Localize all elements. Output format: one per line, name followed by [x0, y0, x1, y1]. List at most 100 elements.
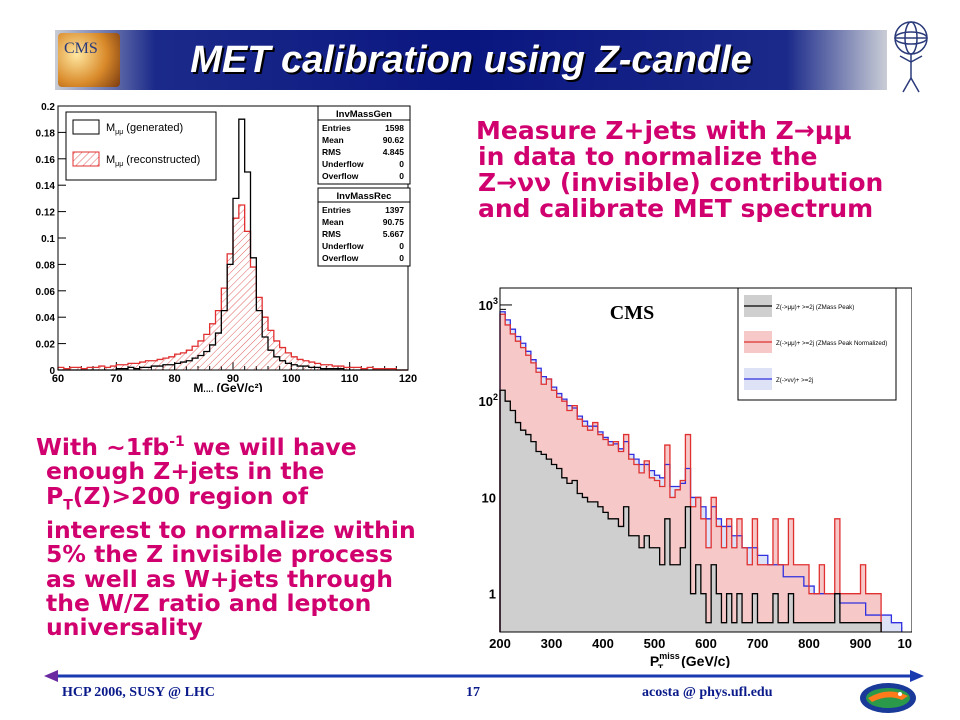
- y-tick-label: 0.08: [36, 260, 56, 271]
- x-tick-label: 70: [110, 373, 122, 385]
- stats-value: 0: [399, 253, 404, 263]
- y-tick-label: 0.06: [36, 287, 56, 298]
- y-tick-label: 0.14: [36, 181, 56, 192]
- stats-title-reconstructed: InvMassRec: [337, 191, 392, 202]
- y-tick-label: 0.18: [36, 128, 56, 139]
- stats-key: Entries: [322, 123, 351, 133]
- legend-swatch-generated: [72, 119, 100, 135]
- mass-histogram-chart: 60 70 80 90 100 110 120 0 0.02 0.04 0.06 0.08 0.1 0.1…: [28, 100, 420, 392]
- x-tick-label: 110: [341, 373, 359, 385]
- y-tick-label: 0.12: [36, 208, 56, 219]
- footer-left: HCP 2006, SUSY @ LHC: [62, 685, 215, 700]
- x-tick-label: 200: [489, 636, 511, 651]
- stats-key: Overflow: [322, 253, 359, 263]
- legend-label-generated: Mμμ (generated): [106, 122, 183, 136]
- x-tick-label: 400: [592, 636, 614, 651]
- y-tick-label: 0.16: [36, 155, 56, 166]
- gator-logo-icon: [860, 683, 916, 713]
- legend: Z(->μμ)+ >=2j (ZMass Peak) Z(->μμ)+ >=2j…: [737, 287, 897, 401]
- x-tick-label: 300: [541, 636, 563, 651]
- x-tick-label: 90: [227, 373, 239, 385]
- left-text-fragment: With ~1fb: [36, 432, 170, 461]
- stats-value: 4.845: [383, 147, 405, 157]
- stats-value: 5.667: [383, 229, 405, 239]
- right-text-line: Measure Z+jets with Z→μμ: [476, 116, 852, 145]
- x-axis-label: Mμμ (GeV/c²): [193, 381, 262, 392]
- stats-key: Mean: [322, 217, 344, 227]
- zmumu-peak-line: [499, 389, 882, 632]
- legend-label-peak: Z(->μμ)+ >=2j (ZMass Peak): [776, 304, 854, 311]
- left-text-line: the W/Z ratio and lepton: [46, 588, 372, 617]
- legend-label-znunu: Z(->νν)+ >=2j: [776, 377, 813, 384]
- left-text-line: With ~1fb-1 we will have: [30, 430, 490, 459]
- left-text-subscript: T: [63, 497, 73, 514]
- legend-label-normalized: Z(->μμ)+ >=2j (ZMass Peak Normalized): [776, 340, 887, 347]
- y-tick-label: 0: [49, 366, 55, 377]
- generated-hist-line: [58, 118, 408, 371]
- stats-value: 1397: [385, 205, 404, 215]
- plot-frame: [499, 287, 912, 633]
- stats-key: Underflow: [322, 159, 364, 169]
- reconstructed-hist-fill: [58, 205, 408, 370]
- stats-box-reconstructed: InvMassRec Entries 1397 Mean 90.75 RMS 5…: [317, 187, 411, 267]
- x-tick-label: 1000: [898, 636, 912, 651]
- x-tick-label: 120: [399, 373, 417, 385]
- left-text-line: PT(Z)>200 region of: [30, 481, 490, 518]
- footer-arrow-line: [44, 670, 924, 682]
- stats-value: 90.75: [383, 217, 405, 227]
- physics-figure-icon: [894, 21, 928, 93]
- right-text-line: and calibrate MET spectrum: [478, 194, 874, 223]
- stats-key: Mean: [322, 135, 344, 145]
- x-tick-label: 600: [695, 636, 717, 651]
- stats-key: RMS: [322, 229, 341, 239]
- zmumu-normalized-line: [499, 313, 882, 632]
- stats-key: Overflow: [322, 171, 359, 181]
- page-number: 17: [466, 685, 480, 700]
- left-text-line: interest to normalize within: [46, 515, 416, 544]
- cms-logo: [58, 33, 120, 87]
- left-text-line: universality: [46, 613, 203, 642]
- left-text-fragment: (Z)>200 region of: [72, 481, 309, 510]
- stats-key: Underflow: [322, 241, 364, 251]
- left-text-fragment: P: [46, 481, 64, 510]
- x-tick-label: 80: [169, 373, 181, 385]
- left-text-line: 5% the Z invisible process: [46, 540, 393, 569]
- y-tick-label: 103: [479, 296, 498, 313]
- stats-value: 0: [399, 241, 404, 251]
- chart-title: CMS: [610, 302, 654, 324]
- title-bar: [55, 30, 887, 90]
- x-tick-label: 700: [747, 636, 769, 651]
- x-tick-label: 800: [798, 636, 820, 651]
- y-tick-label: 1: [489, 587, 496, 602]
- left-text-fragment: we will have: [184, 432, 357, 461]
- right-text-block: Measure Z+jets with Z→μμ in data to norm…: [460, 118, 930, 222]
- y-tick-label: 0.04: [36, 313, 56, 324]
- legend-label-reconstructed: Mμμ (reconstructed): [106, 154, 200, 168]
- stats-key: Entries: [322, 205, 351, 215]
- stats-title-generated: InvMassGen: [336, 109, 392, 120]
- y-tick-label: 0.02: [36, 340, 56, 351]
- stats-box-generated: InvMassGen Entries 1598 Mean 90.62 RMS 4…: [317, 105, 411, 185]
- stats-value: 90.62: [383, 135, 405, 145]
- right-text-line: Z→νν (invisible) contribution: [478, 168, 884, 197]
- stats-value: 1598: [385, 123, 404, 133]
- legend-swatch-reconstructed: [72, 151, 100, 167]
- y-tick-label: 102: [479, 392, 498, 409]
- x-axis-label: Pmiss T (GeV/c): [650, 651, 730, 668]
- cms-logo-text: CMS: [64, 40, 98, 57]
- left-text-block: With ~1fb-1 we will have enough Z+jets i…: [30, 430, 490, 640]
- stats-key: RMS: [322, 147, 341, 157]
- y-tick-label: 10: [482, 490, 496, 505]
- y-tick-label: 0.1: [41, 234, 55, 245]
- footer-email: acosta @ phys.ufl.edu: [642, 685, 773, 700]
- slide-title: MET calibration using Z-candle: [190, 39, 752, 81]
- x-tick-label: 60: [52, 373, 64, 385]
- legend: Mμμ (generated) Mμμ (reconstructed): [65, 111, 217, 181]
- x-tick-label: 100: [282, 373, 300, 385]
- x-tick-label: 500: [644, 636, 666, 651]
- left-text-line: enough Z+jets in the: [46, 457, 325, 486]
- y-tick-label: 0.2: [41, 102, 55, 113]
- met-spectrum-chart: 2003004005006007008009001000103102101 CM…: [470, 280, 912, 668]
- right-text-line: in data to normalize the: [478, 142, 818, 171]
- left-text-line: as well as W+jets through: [46, 564, 393, 593]
